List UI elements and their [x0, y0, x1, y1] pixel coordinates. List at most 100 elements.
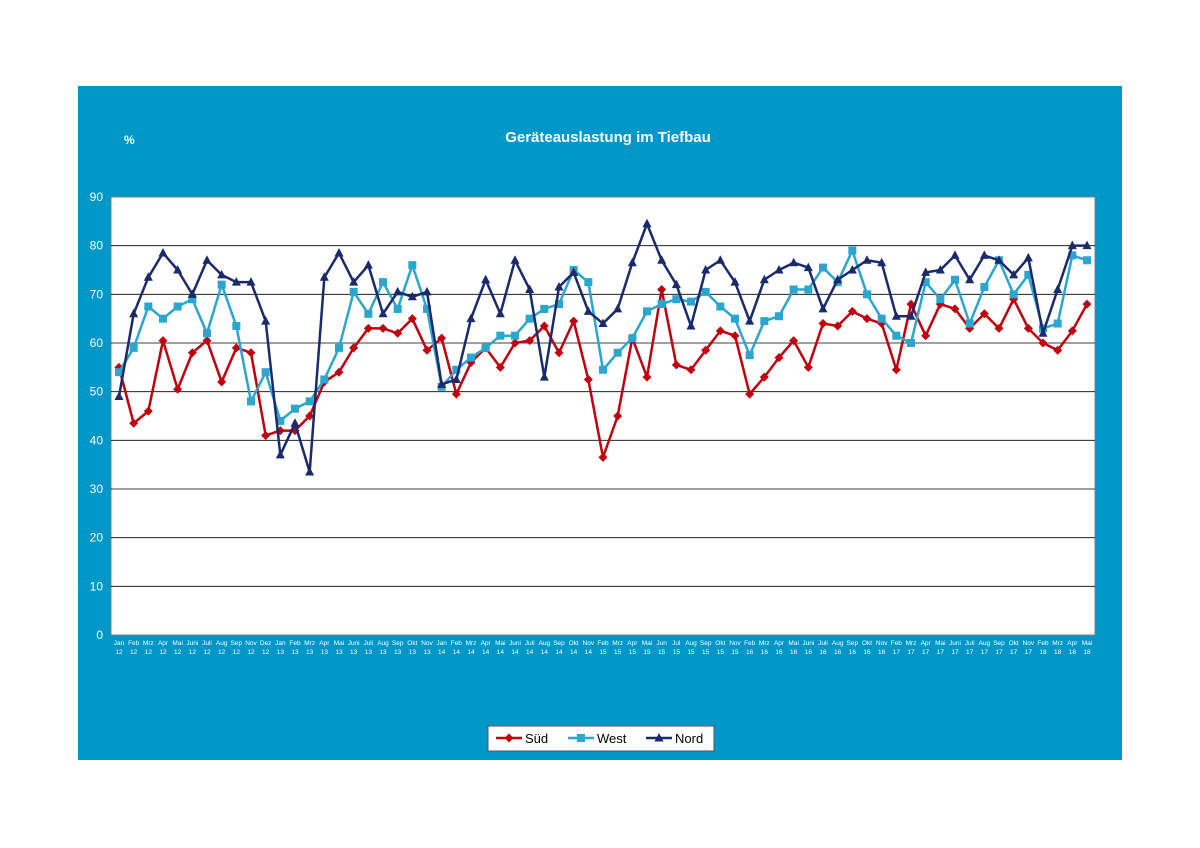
x-tick-label: Aug 14 [539, 640, 551, 656]
data-point [495, 362, 505, 372]
data-point [554, 348, 564, 358]
legend-box [487, 725, 715, 752]
x-tick-label: Feb 13 [289, 640, 301, 656]
data-point [129, 418, 139, 428]
data-point [437, 379, 447, 388]
data-point [775, 312, 783, 321]
x-tick-label: Mai 14 [495, 640, 505, 656]
data-point [1038, 328, 1048, 337]
data-point [877, 319, 887, 329]
data-point [451, 389, 461, 399]
x-tick-label: Juni 13 [348, 640, 360, 656]
data-point [935, 299, 945, 309]
data-point [232, 321, 241, 330]
data-point [231, 277, 241, 286]
y-tick-label: 20 [90, 531, 104, 545]
x-tick-label: Apr 14 [481, 640, 492, 656]
data-point [335, 343, 343, 352]
data-point [1082, 299, 1092, 309]
legend-label: West [597, 731, 627, 746]
data-point [891, 311, 901, 320]
x-tick-label: Nov 13 [421, 640, 433, 656]
data-point [1053, 319, 1062, 328]
data-point [393, 304, 402, 313]
data-point [921, 267, 931, 276]
x-tick-label: Okt 17 [1009, 640, 1019, 656]
data-point [951, 275, 959, 284]
data-point [159, 314, 167, 323]
data-point [143, 272, 153, 281]
data-point [715, 255, 725, 264]
data-point [261, 316, 271, 325]
data-point [246, 348, 256, 358]
data-point [804, 285, 813, 294]
x-tick-label: Sep 14 [553, 640, 565, 656]
x-tick-label: Mrz 12 [143, 640, 154, 656]
x-tick-label: Feb 14 [451, 640, 463, 656]
x-tick-label: Feb 15 [597, 640, 609, 656]
chart: % Geräteauslastung im Tiefbau 0 10 20 30 40 5… [90, 129, 1096, 752]
data-point [525, 314, 534, 323]
data-point [305, 397, 314, 406]
data-point [657, 300, 666, 309]
data-point [921, 278, 930, 287]
x-tick-label: Juni 12 [186, 640, 198, 656]
data-point [936, 295, 945, 304]
x-tick-label: Okt 14 [569, 640, 579, 656]
x-tick-label: Sep 16 [847, 640, 859, 656]
legend-marker [504, 733, 514, 743]
data-point [994, 255, 1004, 264]
data-point [863, 290, 871, 299]
data-point [701, 345, 711, 355]
data-point [862, 255, 872, 264]
x-tick-label: Dez 12 [260, 640, 272, 656]
x-tick-label: Apr 15 [627, 640, 638, 656]
data-point [862, 314, 872, 324]
x-tick-label: Feb 17 [891, 640, 903, 656]
data-point [276, 416, 285, 425]
data-point [891, 365, 901, 375]
data-point [701, 287, 710, 296]
data-point [1082, 240, 1092, 250]
data-point [657, 284, 667, 294]
data-point [847, 265, 857, 274]
x-tick-label: Aug 16 [832, 640, 844, 656]
y-tick-label: 30 [90, 482, 104, 496]
data-point [657, 255, 667, 264]
x-tick-label: Feb 12 [128, 640, 140, 656]
data-point [687, 297, 695, 306]
data-point [261, 368, 270, 377]
data-point [686, 320, 696, 330]
x-tick-label: Mai 16 [788, 640, 798, 656]
data-point [1009, 290, 1018, 299]
y-tick-label: 80 [90, 239, 104, 253]
y-tick-label: 0 [96, 628, 103, 642]
data-point [217, 269, 227, 279]
x-tick-label: Jun 15 [656, 640, 667, 656]
data-point [495, 308, 505, 318]
data-point [539, 321, 549, 331]
x-tick-label: Apr 13 [319, 640, 330, 656]
data-point [759, 372, 769, 382]
data-point [115, 368, 123, 377]
x-tick-label: Aug 15 [685, 640, 697, 656]
x-tick-label: Sep 12 [231, 640, 243, 656]
data-point [407, 291, 417, 301]
x-tick-label: Juli 16 [818, 640, 828, 656]
x-tick-label: Mrz 13 [304, 640, 315, 656]
data-point [349, 277, 359, 286]
data-point [231, 343, 241, 353]
data-point [980, 283, 989, 292]
data-point [627, 257, 637, 267]
data-point [642, 372, 652, 382]
data-point [1067, 240, 1077, 250]
y-tick-label: 40 [90, 433, 104, 447]
data-point [525, 336, 535, 346]
data-point [979, 250, 989, 259]
series-nord [114, 218, 1092, 476]
x-tick-label: Apr 18 [1067, 640, 1078, 656]
x-tick-label: Nov 16 [876, 640, 888, 656]
x-tick-label: Sep 15 [700, 640, 712, 656]
data-point [819, 263, 827, 272]
data-point [481, 274, 491, 284]
